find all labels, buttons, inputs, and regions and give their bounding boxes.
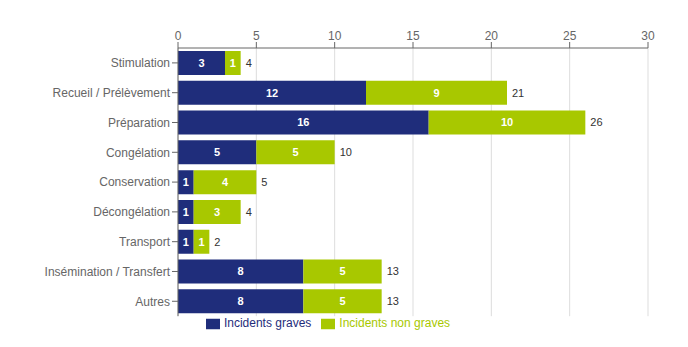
svg-text:9: 9 bbox=[433, 87, 439, 99]
svg-text:21: 21 bbox=[512, 87, 524, 99]
svg-text:10: 10 bbox=[328, 29, 342, 43]
svg-text:1: 1 bbox=[183, 236, 189, 248]
svg-text:25: 25 bbox=[563, 29, 577, 43]
svg-text:1: 1 bbox=[183, 206, 189, 218]
svg-text:5: 5 bbox=[339, 295, 345, 307]
svg-text:Préparation: Préparation bbox=[108, 116, 170, 130]
svg-text:0: 0 bbox=[175, 29, 182, 43]
svg-text:Stimulation: Stimulation bbox=[111, 56, 170, 70]
svg-text:Décongélation: Décongélation bbox=[93, 205, 170, 219]
svg-text:30: 30 bbox=[641, 29, 655, 43]
svg-text:Congélation: Congélation bbox=[106, 146, 170, 160]
svg-text:15: 15 bbox=[406, 29, 420, 43]
svg-text:1: 1 bbox=[230, 57, 236, 69]
svg-text:4: 4 bbox=[246, 206, 252, 218]
svg-text:16: 16 bbox=[297, 116, 309, 128]
svg-text:26: 26 bbox=[590, 116, 602, 128]
svg-text:Autres: Autres bbox=[135, 295, 170, 309]
svg-text:10: 10 bbox=[501, 116, 513, 128]
svg-text:3: 3 bbox=[198, 57, 204, 69]
html-text:Incidents non graves: Incidents non graves bbox=[339, 316, 451, 331]
svg-text:5: 5 bbox=[339, 265, 345, 277]
svg-text:5: 5 bbox=[292, 146, 298, 158]
svg-text:5: 5 bbox=[214, 146, 220, 158]
svg-text:13: 13 bbox=[387, 295, 399, 307]
svg-text:13: 13 bbox=[387, 265, 399, 277]
svg-text:1: 1 bbox=[183, 176, 189, 188]
svg-text:2: 2 bbox=[214, 236, 220, 248]
svg-text:4: 4 bbox=[246, 57, 252, 69]
svg-text:8: 8 bbox=[238, 265, 244, 277]
html-text:Incidents graves: Incidents graves bbox=[223, 316, 312, 331]
svg-text:4: 4 bbox=[222, 176, 229, 188]
svg-text:5: 5 bbox=[253, 29, 260, 43]
svg-text:Insémination / Transfert: Insémination / Transfert bbox=[45, 265, 171, 279]
svg-text:Transport: Transport bbox=[119, 235, 171, 249]
svg-text:20: 20 bbox=[485, 29, 499, 43]
svg-text:Conservation: Conservation bbox=[99, 175, 170, 189]
svg-text:8: 8 bbox=[238, 295, 244, 307]
svg-text:1: 1 bbox=[198, 236, 204, 248]
svg-text:12: 12 bbox=[266, 87, 278, 99]
svg-text:10: 10 bbox=[340, 146, 352, 158]
svg-text:Recueil / Prélèvement: Recueil / Prélèvement bbox=[53, 86, 171, 100]
svg-text:5: 5 bbox=[261, 176, 267, 188]
svg-text:3: 3 bbox=[214, 206, 220, 218]
